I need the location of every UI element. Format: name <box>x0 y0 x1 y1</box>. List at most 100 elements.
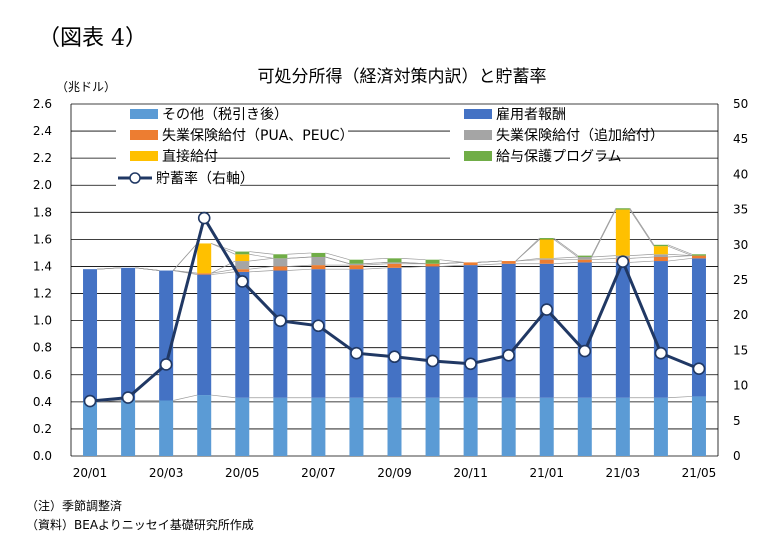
bar-segment <box>197 273 212 275</box>
bar-segment <box>425 397 440 456</box>
bars <box>83 208 706 456</box>
series-connector <box>629 256 654 259</box>
savings-rate-point <box>350 346 363 360</box>
legend-swatch <box>464 130 492 140</box>
bar-segment <box>539 258 554 260</box>
y-tick-label: 0.6 <box>33 368 52 382</box>
legend-label: 直接給付 <box>162 148 218 165</box>
bar-segment <box>121 267 136 401</box>
bar-segment <box>615 208 630 210</box>
savings-rate-point <box>616 255 630 268</box>
y2-tick-label: 20 <box>733 308 748 322</box>
legend-bg <box>116 126 348 145</box>
series-connector <box>553 256 578 259</box>
x-tick-label: 20/05 <box>225 466 260 480</box>
bar-segment <box>539 263 554 398</box>
savings-rate-point <box>540 303 554 316</box>
bar-segment <box>349 265 364 270</box>
bar-segment <box>501 263 516 398</box>
bar-segment <box>653 254 668 257</box>
y2-tick-label: 50 <box>733 97 748 111</box>
savings-rate-point <box>235 275 249 288</box>
legend-bg <box>450 126 634 145</box>
y2-tick-label: 15 <box>733 343 748 357</box>
savings-rate-point <box>388 350 401 364</box>
bar-segment <box>235 271 250 398</box>
savings-rate-point <box>464 357 477 371</box>
legend-label: 雇用者報酬 <box>496 106 566 123</box>
bar-segment <box>311 269 326 398</box>
series-connector <box>363 262 388 265</box>
bar-segment <box>349 263 364 266</box>
legend-swatch <box>464 109 492 119</box>
series-connector <box>667 396 692 399</box>
bar-segment <box>615 209 630 256</box>
series-connector <box>667 257 693 262</box>
x-tick-label: 20/11 <box>453 466 488 480</box>
series-connector <box>667 255 692 258</box>
bar-segment <box>463 397 478 456</box>
series-connector <box>477 260 502 263</box>
series-connector <box>591 208 617 256</box>
bar-segment <box>463 265 478 398</box>
y-tick-label: 2.4 <box>33 124 52 138</box>
series-connector <box>591 255 616 258</box>
bar-segment <box>539 238 554 240</box>
y-tick-label: 2.0 <box>33 178 52 192</box>
series-connector <box>249 266 274 270</box>
y2-tick-label: 35 <box>733 203 748 217</box>
bar-segment <box>311 256 326 266</box>
y-tick-label: 0.4 <box>33 395 52 409</box>
bar-segment <box>349 397 364 456</box>
legend-swatch <box>464 151 492 161</box>
series-connector <box>439 262 464 265</box>
series-connector <box>629 260 654 263</box>
series-connector <box>287 264 312 267</box>
x-tick-label: 20/07 <box>301 466 336 480</box>
series-connector <box>515 257 540 262</box>
bar-segment <box>425 266 440 398</box>
series-connector <box>287 252 312 255</box>
axes: 0.0 0.2 0.4 0.6 0.8 1.0 1.2 1.4 1.6 1.8 2.0 2.2 2.4 2… <box>33 97 748 480</box>
y2-tick-label: 40 <box>733 167 748 181</box>
stack-connectors <box>97 208 693 403</box>
bar-segment <box>387 262 402 264</box>
legend-swatch <box>130 130 158 140</box>
series-connector <box>325 252 350 261</box>
savings-rate-point <box>274 314 287 328</box>
bar-segment <box>235 261 250 270</box>
chart-title: 可処分所得（経済対策内訳）と貯蓄率 <box>258 67 547 87</box>
bar-segment <box>653 244 668 247</box>
bar-segment <box>577 259 592 263</box>
savings-rate-point <box>502 349 515 362</box>
savings-rate-point <box>197 211 211 225</box>
y2-tick-label: 5 <box>733 414 741 428</box>
bar-segment <box>235 269 250 272</box>
savings-rate-point <box>159 358 173 371</box>
bar-segment <box>197 274 212 396</box>
legend-label: 給与保護プログラム <box>496 149 622 165</box>
y2-tick-label: 45 <box>733 132 748 146</box>
bar-segment <box>653 261 668 398</box>
y-tick-label: 1.0 <box>33 314 52 328</box>
series-connector <box>363 263 388 266</box>
y2-tick-label: 25 <box>733 273 748 287</box>
legend-label: 失業保険給付（PUA、PEUC） <box>162 128 354 144</box>
series-connector <box>249 251 274 255</box>
series-connector <box>591 257 616 261</box>
bar-segment <box>311 397 326 456</box>
bar-segment <box>653 256 668 262</box>
bar-segment <box>273 254 288 259</box>
bar-segment <box>577 397 592 456</box>
x-tick-label: 20/01 <box>73 466 108 480</box>
bar-segment <box>539 259 554 264</box>
savings-rate-point <box>692 362 706 376</box>
legend-label: 失業保険給付（追加給付） <box>496 128 664 144</box>
bar-segment <box>159 270 174 401</box>
bar-segment <box>311 265 326 270</box>
series-connector <box>667 253 692 256</box>
bar-segment <box>235 397 250 456</box>
y2-tick-label: 30 <box>733 238 748 252</box>
